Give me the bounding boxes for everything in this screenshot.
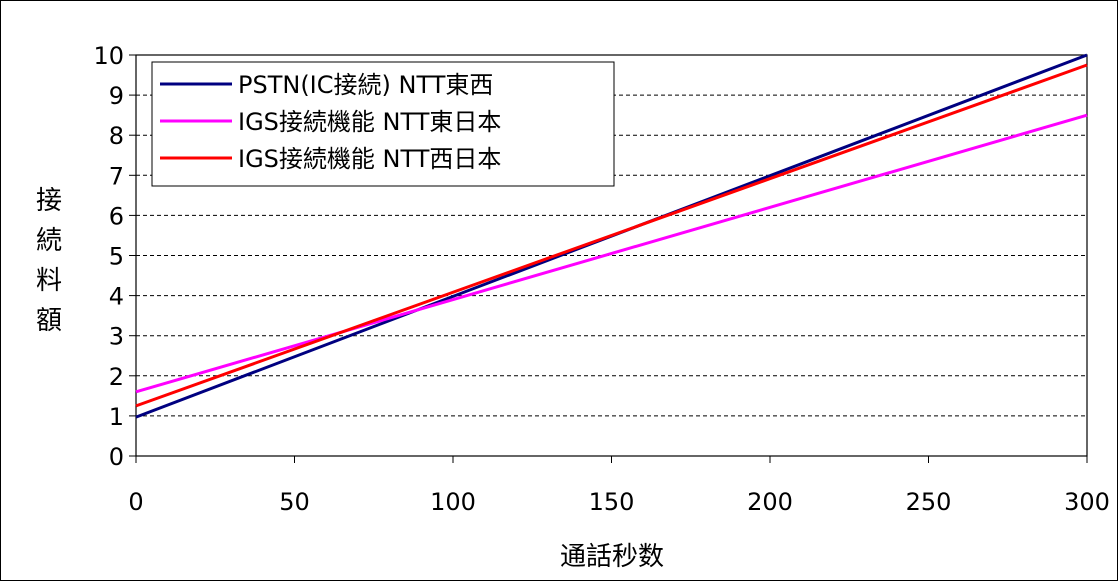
y-tick-label: 3 [109, 323, 124, 351]
y-tick-label: 0 [109, 443, 124, 471]
y-tick-label: 4 [109, 283, 124, 311]
x-tick-label: 100 [430, 488, 476, 516]
y-tick-label: 5 [109, 243, 124, 271]
y-tick-label: 8 [109, 122, 124, 150]
y-tick-label: 9 [109, 82, 124, 110]
series-lines [135, 53, 1088, 419]
series-line-3 [135, 63, 1088, 408]
y-tick-label: 2 [109, 363, 124, 391]
legend: PSTN(IC接続) NTT東西 IGS接続機能 NTT東日本 IGS接続機能 NT… [151, 61, 615, 187]
gridlines [136, 94, 1087, 417]
x-axis-title: 通話秒数 [560, 542, 664, 572]
y-tick-label: 6 [109, 202, 124, 230]
x-tick-label: 200 [747, 488, 793, 516]
x-tick-label: 300 [1064, 488, 1110, 516]
series-line-2 [135, 113, 1088, 394]
y-tick-label: 1 [109, 403, 124, 431]
y-tick-label: 7 [109, 162, 124, 190]
legend-label: IGS接続機能 NTT東日本 [238, 108, 501, 136]
y-axis-title: 接続料額 [36, 186, 62, 336]
x-tick-label: 50 [279, 488, 310, 516]
x-tick-label: 250 [906, 488, 952, 516]
y-tick-label: 10 [93, 42, 124, 70]
x-tick-label: 150 [589, 488, 635, 516]
legend-label: IGS接続機能 NTT西日本 [238, 145, 501, 173]
legend-label: PSTN(IC接続) NTT東西 [238, 71, 493, 99]
x-tick-label: 0 [128, 488, 143, 516]
y-axis-title-text: 接続料額 [36, 186, 62, 336]
